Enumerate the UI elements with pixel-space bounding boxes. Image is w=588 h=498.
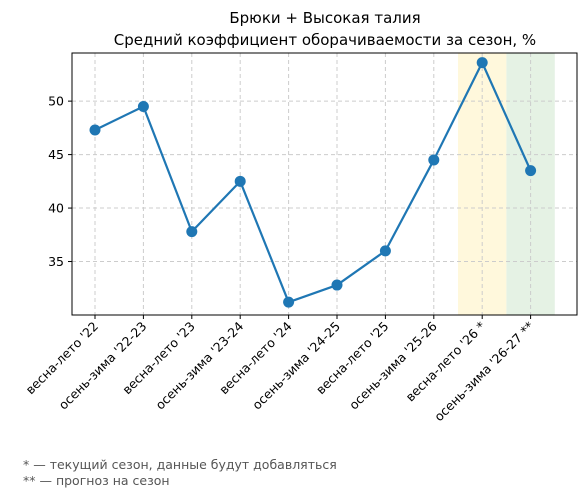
x-tick-label-3: осень-зима '23-24 (152, 318, 246, 412)
y-tick-label-3: 50 (48, 94, 64, 109)
x-tick-label-7: осень-зима '25-26 (346, 318, 440, 412)
data-point-2 (186, 226, 198, 238)
footnote-forecast: ** — прогноз на сезон (23, 473, 170, 488)
chart-title: Брюки + Высокая талия (229, 9, 420, 27)
data-point-9 (525, 165, 537, 177)
footnote-current-season: * — текущий сезон, данные будут добавлят… (23, 457, 337, 472)
y-axis: 35 40 45 50 (48, 94, 72, 269)
series-line (89, 57, 537, 308)
series-line-0 (94, 61, 532, 304)
plot-frame (71, 52, 578, 316)
x-tick-label-9: осень-зима '26-27 ** (431, 319, 537, 425)
y-tick-label-2: 45 (48, 147, 64, 162)
y-tick-label-1: 40 (48, 201, 64, 216)
x-tick-label-1: осень-зима '22-23 (56, 319, 150, 413)
highlight-band-1 (506, 53, 555, 315)
data-point-8 (476, 57, 488, 69)
chart-subtitle: Средний коэффициент оборачиваемости за с… (114, 31, 536, 49)
highlight-bands (458, 53, 555, 315)
y-tick-label-0: 35 (48, 254, 64, 269)
data-point-3 (234, 175, 246, 187)
data-point-0 (89, 124, 101, 136)
x-tick-label-5: осень-зима '24-25 (249, 319, 343, 413)
gridlines (72, 53, 577, 315)
data-point-5 (331, 279, 343, 291)
data-point-7 (428, 154, 440, 166)
data-point-4 (283, 296, 295, 308)
data-point-6 (379, 245, 391, 257)
data-point-1 (137, 100, 149, 112)
highlight-band-0 (458, 53, 507, 315)
